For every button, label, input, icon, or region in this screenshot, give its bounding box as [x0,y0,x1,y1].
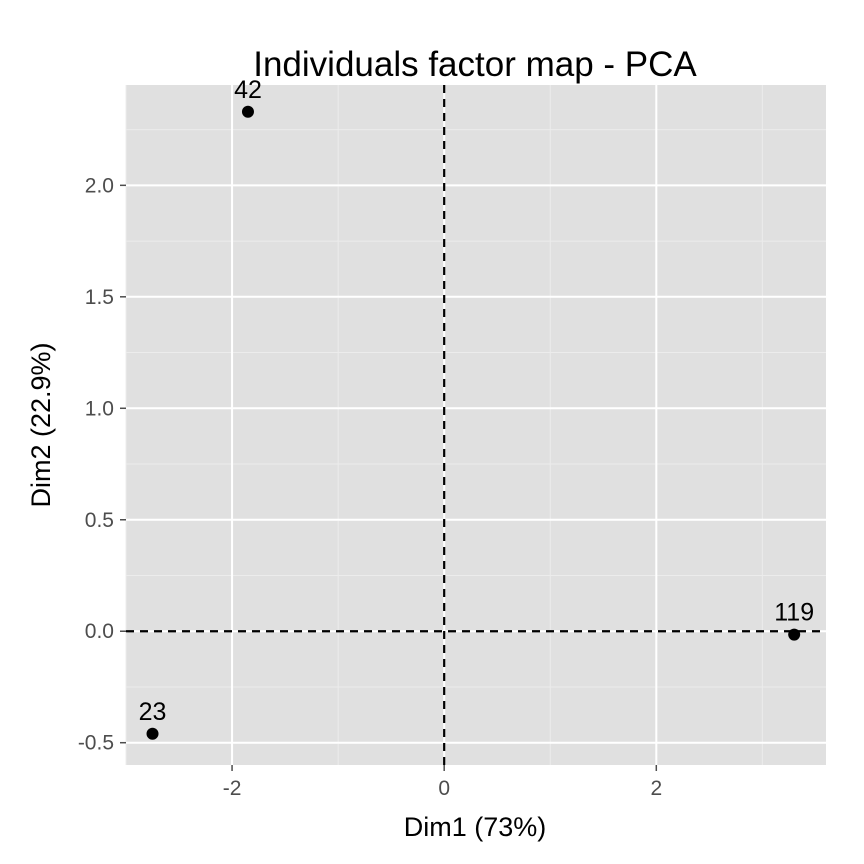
data-point-label: 119 [774,599,814,627]
minor-grid [125,85,826,765]
x-tick-label: 0 [438,777,450,800]
data-point [146,727,159,740]
data-point [241,105,254,118]
x-axis: -2 0 2 [223,765,662,800]
data-point-label: 23 [139,698,167,726]
plot-panel [126,85,826,765]
y-tick-label: -0.5 [78,732,114,755]
x-axis-title: Dim1 (73%) [404,812,547,842]
chart-title: Individuals factor map - PCA [253,45,697,84]
y-tick-label: 2.0 [85,174,114,197]
y-tick-label: 1.5 [85,286,114,309]
y-tick-label: 0.0 [85,620,114,643]
data-points: 42 119 23 [139,76,814,740]
y-tick-label: 0.5 [85,509,114,532]
y-axis: -0.5 0.0 0.5 1.0 1.5 2.0 [78,174,126,755]
data-point-label: 42 [234,76,262,104]
reference-lines [126,85,826,765]
y-tick-label: 1.0 [85,397,114,420]
x-tick-label: 2 [650,777,662,800]
y-axis-title: Dim2 (22.9%) [26,342,56,507]
x-tick-label: -2 [223,777,242,800]
data-point [788,628,801,641]
